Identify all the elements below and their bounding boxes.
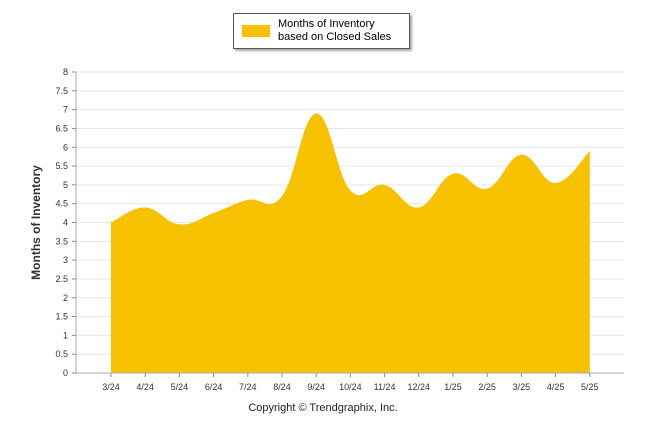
y-tick-label: 1.5	[55, 312, 68, 322]
x-tick-label: 11/24	[374, 382, 396, 392]
y-axis-ticks: 0 0.5 1 1.5 2 2.5 3 3.5 4 4.5 5 5.5 6 6.5 7 7.5 8	[55, 67, 76, 378]
x-tick-label: 6/24	[205, 382, 223, 392]
y-tick-label: 3.5	[55, 236, 68, 246]
y-tick-label: 6	[63, 142, 68, 152]
y-tick-label: 5	[63, 180, 68, 190]
y-tick-label: 8	[63, 67, 68, 77]
x-tick-label: 5/24	[171, 382, 189, 392]
legend-swatch	[242, 25, 270, 37]
x-tick-label: 4/24	[136, 382, 154, 392]
x-tick-label: 3/25	[513, 382, 531, 392]
y-tick-label: 0	[63, 368, 68, 378]
x-tick-label: 4/25	[547, 382, 565, 392]
x-tick-label: 12/24	[408, 382, 431, 392]
y-tick-label: 0.5	[55, 349, 68, 359]
y-tick-label: 2	[63, 293, 68, 303]
y-tick-label: 2.5	[55, 274, 68, 284]
y-tick-label: 5.5	[55, 161, 68, 171]
x-tick-label: 5/25	[581, 382, 599, 392]
x-tick-label: 1/25	[444, 382, 462, 392]
x-tick-label: 2/25	[478, 382, 496, 392]
series-area	[111, 113, 590, 373]
x-tick-label: 8/24	[273, 382, 291, 392]
y-tick-label: 4	[63, 218, 68, 228]
x-tick-label: 7/24	[239, 382, 257, 392]
y-tick-label: 6.5	[55, 123, 68, 133]
y-tick-label: 1	[63, 330, 68, 340]
legend: Months of Inventory based on Closed Sale…	[233, 13, 410, 49]
x-axis-ticks: 3/24 4/24 5/24 6/24 7/24 8/24 9/24 10/24 11/24 12…	[102, 373, 599, 392]
y-tick-label: 7.5	[55, 86, 68, 96]
x-tick-label: 3/24	[102, 382, 120, 392]
x-tick-label: 10/24	[339, 382, 362, 392]
y-axis-label: Months of Inventory	[29, 165, 43, 280]
y-tick-label: 3	[63, 255, 68, 265]
x-tick-label: 9/24	[307, 382, 325, 392]
legend-label: Months of Inventory based on Closed Sale…	[278, 18, 392, 43]
y-tick-label: 7	[63, 105, 68, 115]
copyright-text: Copyright © Trendgraphix, Inc.	[248, 402, 398, 414]
y-tick-label: 4.5	[55, 199, 68, 209]
